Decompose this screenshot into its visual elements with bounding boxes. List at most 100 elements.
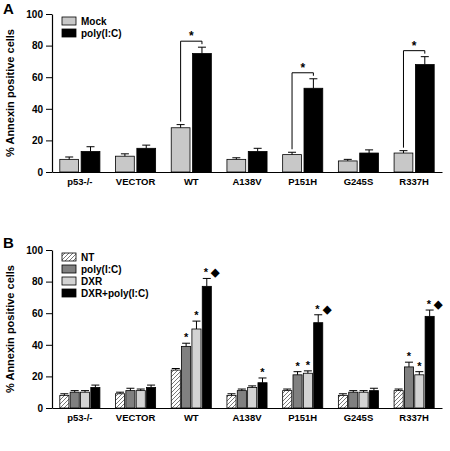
error-bar [147,385,155,387]
bar [202,286,211,408]
x-tick: R337H [399,408,429,423]
y-axis-title: % Annexin positive cells [4,265,16,393]
error-bar [227,394,235,396]
bar [126,391,135,408]
significance-marker: * [189,29,194,43]
error-bar [232,158,240,160]
bar [415,375,424,408]
x-tick: G245S [344,172,374,187]
y-axis-title: % Annexin positive cells [4,29,16,157]
bar [116,394,125,408]
bar [171,370,180,408]
y-tick-mark [46,313,52,314]
legend-label: Mock [81,16,107,27]
figure: A % Annexin positive cells 0 20 40 60 80 100 p53… [0,0,450,451]
y-tick-mark [46,14,52,15]
legend-label: DXR [81,276,103,287]
bar [227,159,246,172]
bar [227,395,236,408]
x-tick: P151H [288,172,317,187]
legend-swatch [62,29,76,37]
significance-marker: * [407,350,412,362]
plot-marks [60,47,434,172]
y-tick: 20 [32,371,52,382]
y-tick-label: 80 [32,276,44,287]
y-tick-mark [46,46,52,47]
error-bar [81,391,89,393]
bar [283,391,292,408]
bar [60,395,69,408]
legend-swatch [62,265,76,273]
legend-item: DXR+poly(I:C) [62,288,149,299]
plot-marks [60,278,434,408]
x-tick: R337H [399,172,429,187]
y-tick: 40 [32,340,52,351]
y-tick-label: 100 [26,245,43,256]
legend-swatch [62,277,76,285]
error-bar [421,57,429,65]
y-tick-label: 60 [32,308,44,319]
y-axis-line [52,15,53,173]
legend-item: poly(I:C) [62,264,122,275]
x-axis: p53-/-VECTORWTA138VP151HG245SR337H [53,172,443,187]
annotations: *** [181,29,425,149]
error-bar [126,388,134,390]
error-bar [192,321,200,329]
error-bar [198,47,206,53]
error-bar [309,79,317,88]
y-tick-label: 40 [32,340,44,351]
significance-bracket [292,73,313,149]
bar [303,373,312,408]
error-bar [259,378,267,383]
bar [147,387,156,408]
x-axis: p53-/-VECTORWTA138VP151HG245SR337H [53,408,443,423]
bar [404,367,413,408]
error-bar [349,391,357,393]
significance-marker: * [417,360,422,372]
x-tick: A138V [232,172,262,187]
significance-marker: * [412,39,417,53]
y-tick-mark [46,109,52,110]
error-bar [121,154,129,156]
x-tick: VECTOR [116,172,156,187]
y-tick-mark [46,172,52,173]
x-tick-label: WT [184,412,199,423]
bar [136,391,145,408]
legend-swatch [62,17,76,25]
y-tick-mark [46,250,52,251]
error-bar [283,389,291,391]
error-bar [116,392,124,394]
error-bar [203,278,211,286]
error-bar [415,372,423,375]
x-tick-label: A138V [232,412,262,423]
bar [369,391,378,408]
legend-label: poly(I:C) [81,264,122,275]
bar [293,375,302,408]
y-axis-line [52,251,53,409]
error-bar [87,147,95,152]
x-tick-label: R337H [399,412,429,423]
y-tick: 80 [32,40,52,51]
bar [360,153,379,172]
x-axis-line [53,172,443,173]
bar [338,161,357,172]
significance-marker: * [295,360,300,372]
x-tick-label: R337H [399,176,429,187]
error-bar [344,159,352,161]
x-tick-label: P151H [288,412,317,423]
error-bar [248,386,256,388]
y-tick-label: 100 [26,9,43,20]
error-bar [360,391,368,393]
significance-marker: * ◆ [427,298,443,310]
y-tick-mark [46,408,52,409]
y-tick: 0 [37,403,52,414]
significance-marker: * ◆ [204,266,220,278]
y-tick-label: 80 [32,40,44,51]
x-tick: p53-/- [67,408,92,423]
bar [415,65,434,172]
y-tick: 20 [32,135,52,146]
error-bar [339,394,347,396]
x-tick: WT [184,172,199,187]
y-tick-label: 0 [37,403,43,414]
panel-label: A [3,0,14,17]
